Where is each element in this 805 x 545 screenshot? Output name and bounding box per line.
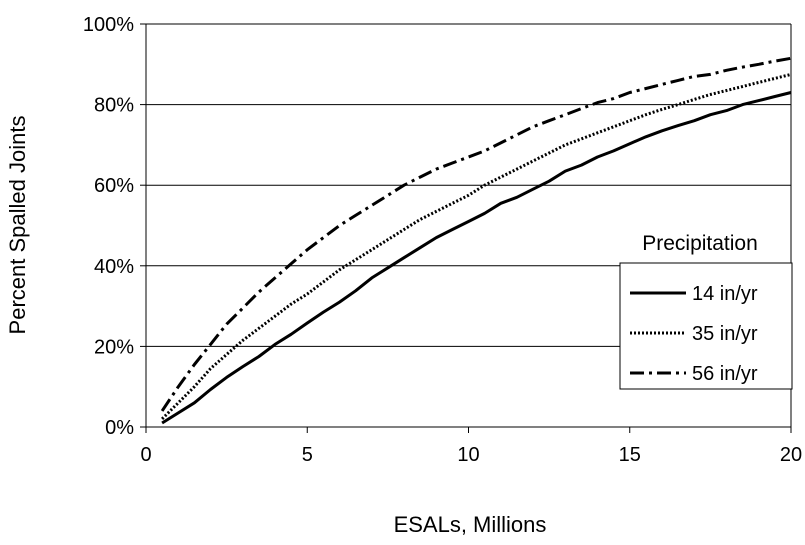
legend-label-1: 35 in/yr <box>692 323 758 345</box>
y-tick-label-4: 80% <box>94 95 134 117</box>
legend-label-0: 14 in/yr <box>692 283 758 305</box>
x-tick-label-2: 10 <box>457 444 479 466</box>
legend-title: Precipitation <box>642 232 758 255</box>
y-tick-label-0: 0% <box>105 417 134 439</box>
series-line-0 <box>161 91 792 425</box>
series-layer <box>160 56 792 425</box>
x-axis-label: ESALs, Millions <box>394 512 547 537</box>
axis-ticks: 0% 20% 40% 60% 80% 100% 0 5 10 15 20 <box>83 14 802 466</box>
x-tick-label-4: 20 <box>780 444 802 466</box>
y-tick-label-5: 100% <box>83 14 134 36</box>
y-tick-label-2: 40% <box>94 256 134 278</box>
legend: Precipitation 14 in/yr 35 in/yr 56 in/yr <box>619 228 793 390</box>
legend-title-bg <box>626 228 776 260</box>
x-tick-label-0: 0 <box>140 444 151 466</box>
legend-label-2: 56 in/yr <box>692 363 758 385</box>
x-tick-label-3: 15 <box>619 444 641 466</box>
y-tick-label-3: 60% <box>94 175 134 197</box>
legend-box <box>619 262 793 390</box>
legend-items: 14 in/yr 35 in/yr 56 in/yr <box>630 283 758 385</box>
series-line-2 <box>160 56 792 412</box>
y-tick-label-1: 20% <box>94 336 134 358</box>
x-tick-label-1: 5 <box>302 444 313 466</box>
y-axis-label: Percent Spalled Joints <box>5 116 30 335</box>
